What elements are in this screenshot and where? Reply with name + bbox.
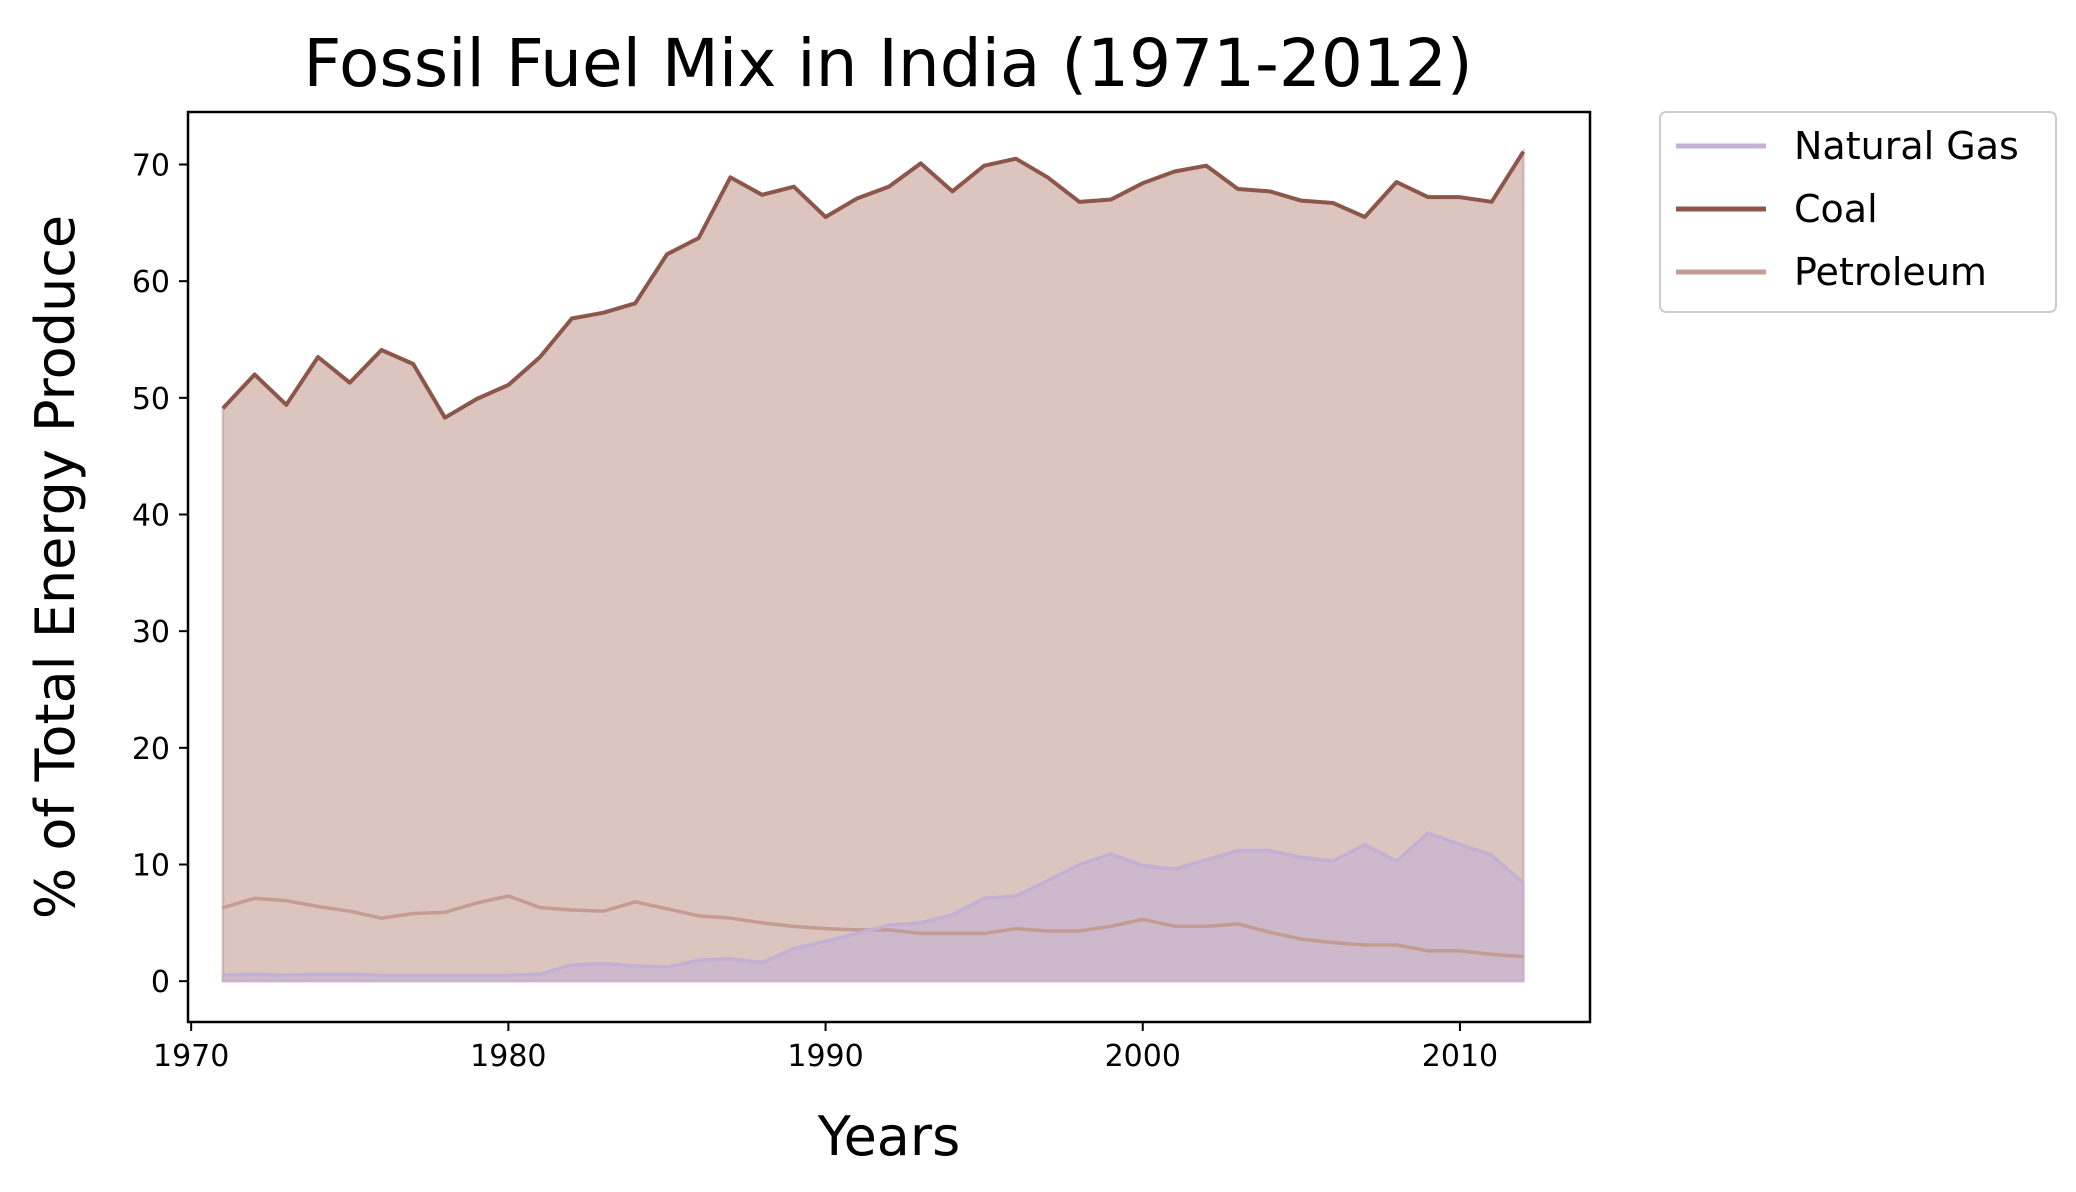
legend-label-petroleum: Petroleum bbox=[1794, 250, 1987, 294]
legend-label-coal: Coal bbox=[1794, 187, 1878, 231]
legend-box bbox=[1659, 111, 2057, 313]
y-tick-label: 50 bbox=[132, 382, 170, 417]
y-tick-label: 40 bbox=[132, 499, 170, 534]
coal-area bbox=[221, 147, 1525, 959]
legend: Natural Gas Coal Petroleum bbox=[1659, 111, 2057, 313]
chart-title: Fossil Fuel Mix in India (1971-2012) bbox=[303, 25, 1472, 102]
x-tick-label: 2010 bbox=[1422, 1039, 1498, 1074]
legend-label-natural-gas: Natural Gas bbox=[1794, 124, 2019, 168]
x-tick-label: 2000 bbox=[1105, 1039, 1181, 1074]
y-axis: 0 10 20 30 40 50 60 70 bbox=[132, 149, 188, 1000]
natural-gas-line bbox=[222, 831, 1525, 978]
x-axis: 1970 1980 1990 2000 2010 bbox=[153, 1022, 1498, 1074]
y-tick-label: 60 bbox=[132, 265, 170, 300]
y-tick-label: 20 bbox=[132, 732, 170, 767]
x-tick-label: 1980 bbox=[470, 1039, 546, 1074]
y-axis-title: % of Total Energy Produce bbox=[24, 215, 87, 919]
y-tick-label: 10 bbox=[132, 849, 170, 884]
x-tick-label: 1970 bbox=[153, 1039, 229, 1074]
y-tick-label: 0 bbox=[151, 965, 170, 1000]
y-tick-label: 70 bbox=[132, 149, 170, 184]
x-axis-title: Years bbox=[817, 1105, 960, 1168]
coal-line bbox=[221, 150, 1526, 420]
plot-area-frame bbox=[186, 110, 1592, 1024]
y-tick-label: 30 bbox=[132, 615, 170, 650]
area-fills bbox=[221, 147, 1525, 983]
series-lines bbox=[221, 150, 1526, 978]
x-tick-label: 1990 bbox=[787, 1039, 863, 1074]
